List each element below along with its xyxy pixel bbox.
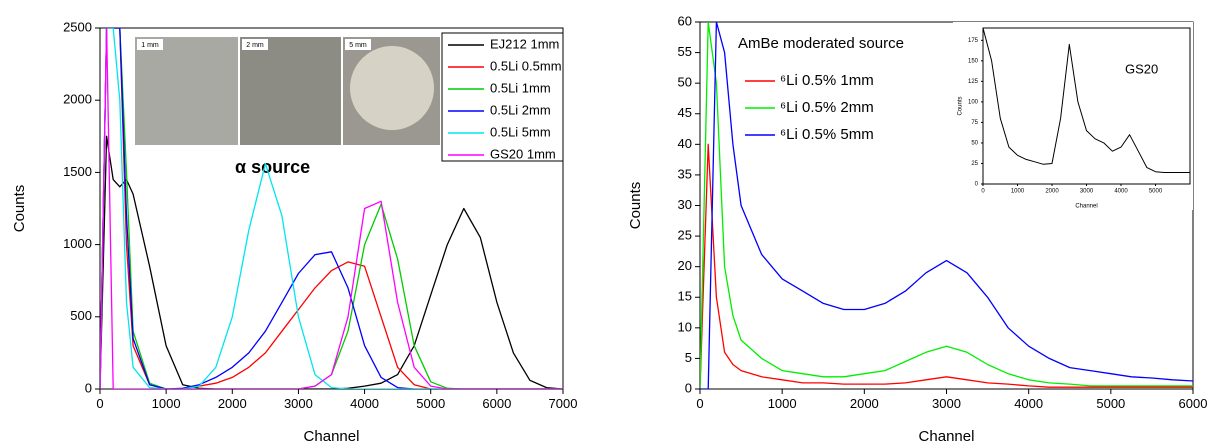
series-line bbox=[100, 28, 563, 389]
series-line bbox=[100, 28, 563, 389]
x-axis-label: Channel bbox=[304, 428, 360, 445]
y-tick-label: 30 bbox=[678, 197, 692, 212]
inset-background bbox=[953, 22, 1193, 210]
y-tick-label: 1000 bbox=[63, 236, 92, 251]
y-tick-label: 125 bbox=[968, 79, 979, 85]
legend-box bbox=[441, 32, 564, 162]
photo-label-box bbox=[345, 39, 371, 50]
legend-label: GS20 1mm bbox=[490, 146, 556, 161]
y-tick-label: 5 bbox=[685, 350, 692, 365]
x-tick-label: 0 bbox=[696, 396, 703, 411]
y-tick-label: 35 bbox=[678, 166, 692, 181]
y-tick-label: 100 bbox=[968, 99, 979, 105]
legend-label: ⁶Li 0.5% 1mm bbox=[780, 72, 874, 89]
legend-label: 0.5Li 2mm bbox=[490, 102, 551, 117]
x-axis-label: Channel bbox=[919, 428, 975, 445]
legend-label: 0.5Li 0.5mm bbox=[490, 58, 562, 73]
x-tick-label: 3000 bbox=[1080, 188, 1094, 194]
x-axis-label: Channel bbox=[1075, 204, 1097, 210]
photo-inset: 1 mm 2 mm 5 mm bbox=[135, 37, 440, 145]
x-tick-label: 3000 bbox=[932, 396, 961, 411]
y-tick-label: 50 bbox=[678, 75, 692, 90]
y-tick-label: 0 bbox=[685, 380, 692, 395]
y-tick-label: 25 bbox=[678, 228, 692, 243]
photo-label: 5 mm bbox=[349, 42, 367, 49]
y-axis-label: Counts bbox=[627, 182, 644, 230]
x-tick-label: 1000 bbox=[152, 396, 181, 411]
series-line bbox=[100, 28, 563, 389]
x-tick-label: 5000 bbox=[1149, 188, 1163, 194]
inset-title: GS20 bbox=[1125, 61, 1158, 76]
y-tick-label: 40 bbox=[678, 136, 692, 151]
y-tick-label: 15 bbox=[678, 289, 692, 304]
series-line bbox=[700, 143, 1193, 389]
series-line bbox=[983, 28, 1190, 173]
photo bbox=[240, 37, 341, 145]
photo-label: 2 mm bbox=[246, 42, 264, 49]
y-axis-label: Counts bbox=[958, 96, 964, 115]
disk bbox=[350, 46, 434, 130]
y-tick-label: 25 bbox=[971, 161, 978, 167]
y-tick-label: 500 bbox=[70, 308, 92, 323]
x-tick-label: 7000 bbox=[549, 396, 578, 411]
legend-label: ⁶Li 0.5% 2mm bbox=[780, 99, 874, 116]
series-group bbox=[700, 22, 1193, 389]
legend-label: ⁶Li 0.5% 5mm bbox=[780, 126, 874, 143]
series-line bbox=[700, 22, 1193, 389]
y-tick-label: 55 bbox=[678, 44, 692, 59]
x-tick-label: 2000 bbox=[218, 396, 247, 411]
y-tick-label: 45 bbox=[678, 105, 692, 120]
legend-label: EJ212 1mm bbox=[490, 36, 559, 51]
x-tick-label: 1000 bbox=[768, 396, 797, 411]
y-tick-label: 20 bbox=[678, 258, 692, 273]
series-line bbox=[700, 22, 1193, 389]
y-tick-label: 175 bbox=[968, 38, 979, 44]
annotation: AmBe moderated source bbox=[738, 35, 904, 52]
y-tick-label: 0 bbox=[975, 182, 979, 188]
y-tick-label: 0 bbox=[85, 380, 92, 395]
y-tick-label: 50 bbox=[971, 141, 978, 147]
photo-label-box bbox=[137, 39, 163, 50]
x-tick-label: 2000 bbox=[1045, 188, 1059, 194]
y-tick-label: 10 bbox=[678, 319, 692, 334]
x-tick-label: 5000 bbox=[1096, 396, 1125, 411]
photo-label-box bbox=[242, 39, 268, 50]
x-tick-label: 4000 bbox=[1114, 188, 1128, 194]
x-tick-label: 5000 bbox=[416, 396, 445, 411]
x-tick-label: 0 bbox=[96, 396, 103, 411]
series-group bbox=[100, 28, 563, 389]
x-tick-label: 2000 bbox=[850, 396, 879, 411]
y-tick-label: 1500 bbox=[63, 164, 92, 179]
annotation: α source bbox=[235, 157, 310, 177]
x-tick-label: 6000 bbox=[482, 396, 511, 411]
y-tick-label: 2000 bbox=[63, 92, 92, 107]
legend-label: 0.5Li 5mm bbox=[490, 124, 551, 139]
y-tick-label: 2500 bbox=[63, 19, 92, 34]
y-tick-label: 150 bbox=[968, 58, 979, 64]
series-group bbox=[983, 28, 1190, 173]
series-line bbox=[100, 28, 563, 389]
x-tick-label: 6000 bbox=[1179, 396, 1208, 411]
series-line bbox=[100, 135, 563, 389]
x-tick-label: 1000 bbox=[1011, 188, 1025, 194]
x-tick-label: 4000 bbox=[350, 396, 379, 411]
y-tick-label: 75 bbox=[971, 120, 978, 126]
y-axis-label: Counts bbox=[11, 185, 28, 233]
x-tick-label: 0 bbox=[981, 188, 985, 194]
legend-label: 0.5Li 1mm bbox=[490, 80, 551, 95]
x-tick-label: 4000 bbox=[1014, 396, 1043, 411]
y-tick-label: 60 bbox=[678, 13, 692, 28]
x-tick-label: 3000 bbox=[284, 396, 313, 411]
photo-label: 1 mm bbox=[141, 42, 159, 49]
photo bbox=[135, 37, 238, 145]
